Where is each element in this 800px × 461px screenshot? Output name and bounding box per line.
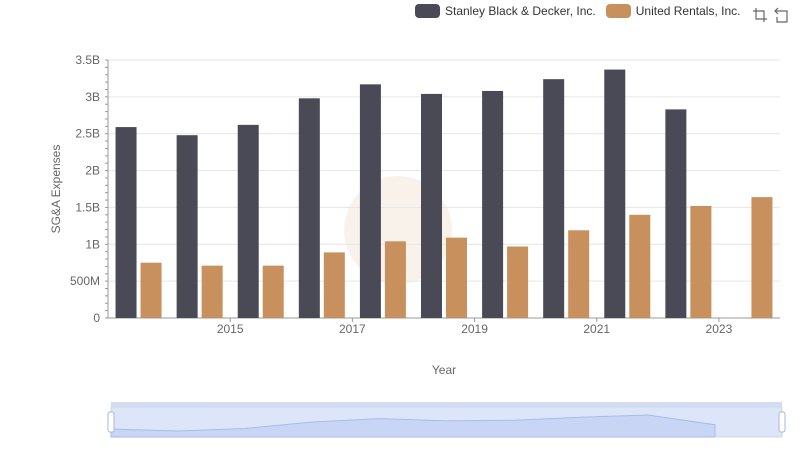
bar-united-2016 [262, 265, 284, 318]
bar-stanley-2016 [237, 124, 259, 319]
bar-united-2015 [201, 265, 223, 318]
bar-united-2017 [323, 252, 345, 318]
zoom-slider-selection [111, 407, 782, 437]
y-tick-label: 3.5B [75, 53, 100, 67]
bar-stanley-2021 [543, 79, 565, 318]
y-tick-label: 500M [70, 274, 100, 288]
chart-toolbar [747, 7, 789, 23]
bar-stanley-2015 [176, 135, 198, 318]
bar-united-2018 [384, 241, 406, 318]
x-tick-label: 2015 [217, 322, 244, 336]
x-tick-label: 2021 [583, 322, 610, 336]
y-tick-label: 1B [85, 237, 100, 251]
zoom-handle-left[interactable] [107, 411, 115, 433]
legend-label-stanley: Stanley Black & Decker, Inc. [445, 4, 596, 18]
x-tick-label: 2023 [706, 322, 733, 336]
x-axis-title: Year [432, 363, 456, 377]
bar-united-2023 [690, 205, 712, 318]
bar-united-2014 [140, 262, 162, 318]
bar-united-2021 [568, 230, 590, 318]
bar-stanley-2017 [298, 98, 320, 319]
legend: Stanley Black & Decker, Inc. United Rent… [415, 4, 750, 18]
bar-stanley-2018 [359, 84, 381, 318]
bar-united-2022 [629, 214, 651, 318]
y-tick-label: 0 [93, 311, 100, 325]
y-tick-label: 2.5B [75, 127, 100, 141]
y-tick-label: 2B [85, 164, 100, 178]
legend-label-united: United Rentals, Inc. [635, 4, 741, 18]
restore-icon[interactable] [773, 7, 789, 23]
bar-stanley-2019 [421, 93, 442, 318]
y-tick-label: 3B [85, 90, 100, 104]
zoom-slider-preview [110, 414, 716, 438]
bar-united-2020 [507, 246, 529, 318]
x-tick-label: 2017 [339, 322, 366, 336]
legend-swatch-stanley [415, 4, 440, 18]
bar-stanley-2020 [482, 90, 504, 319]
zoom-slider-top-bar [111, 402, 782, 407]
bar-stanley-2014 [115, 127, 137, 318]
bar-stanley-2022 [604, 69, 626, 318]
legend-swatch-united [605, 4, 631, 18]
bar-united-2019 [446, 237, 467, 318]
zoom-handle-right[interactable] [778, 411, 786, 433]
y-tick-label: 1.5B [75, 200, 100, 214]
bar-united-2024 [751, 197, 773, 318]
zoom-icon[interactable] [752, 7, 768, 23]
bar-stanley-2023 [665, 109, 687, 318]
x-tick-label: 2019 [461, 322, 488, 336]
y-axis-title: SG&A Expenses [49, 145, 63, 234]
legend-item-stanley[interactable]: Stanley Black & Decker, Inc. [415, 4, 596, 18]
legend-item-united[interactable]: United Rentals, Inc. [605, 4, 741, 18]
